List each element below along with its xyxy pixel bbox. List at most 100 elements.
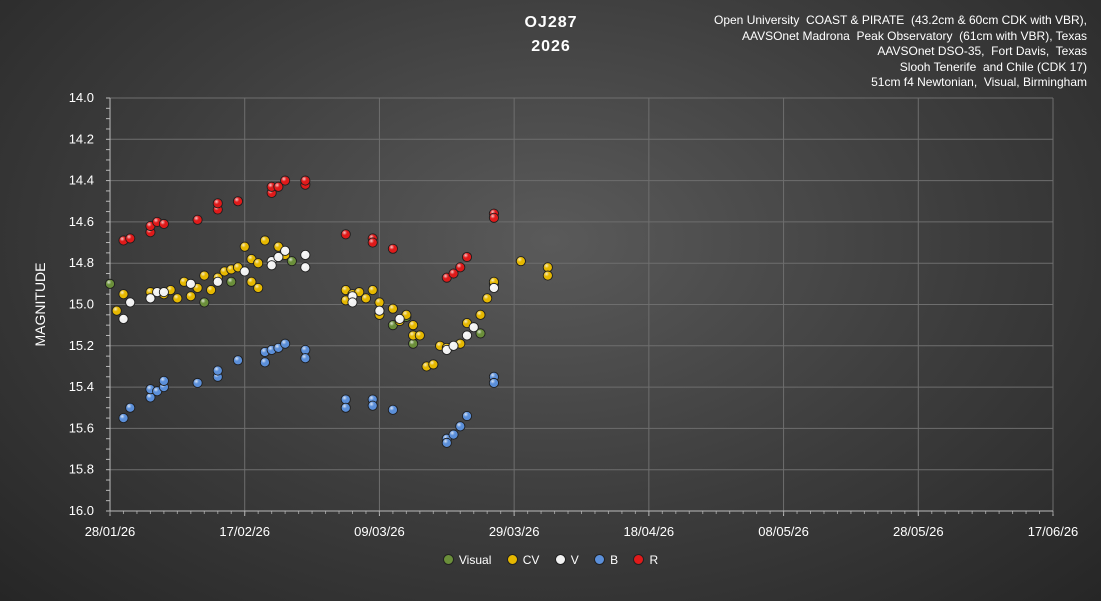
data-point-cv — [475, 309, 486, 320]
data-point-v — [158, 287, 169, 298]
data-point-cv — [360, 293, 372, 304]
y-tick-label: 15.2 — [69, 338, 94, 353]
data-point-cv — [387, 303, 398, 314]
data-point-cv — [542, 270, 553, 281]
data-point-r — [125, 233, 136, 244]
data-point-b — [340, 402, 351, 413]
y-tick-label: 15.4 — [69, 379, 94, 394]
data-point-v — [239, 266, 250, 277]
data-point-r — [273, 181, 284, 192]
data-point-b — [145, 392, 156, 403]
data-point-visual — [226, 276, 237, 287]
y-tick-label: 14.0 — [69, 90, 94, 105]
data-point-v — [273, 251, 284, 263]
data-point-v — [374, 305, 385, 316]
data-point-visual — [286, 256, 297, 267]
data-point-b — [455, 421, 466, 432]
data-point-b — [280, 338, 291, 349]
data-point-cv — [259, 235, 270, 246]
data-point-v — [212, 276, 223, 287]
data-point-r — [367, 237, 378, 248]
data-point-visual — [104, 278, 116, 289]
data-point-r — [158, 218, 169, 230]
data-point-cv — [253, 282, 264, 294]
x-tick-label: 18/04/26 — [624, 524, 675, 539]
data-point-r — [300, 175, 311, 186]
x-tick-label: 29/03/26 — [489, 524, 540, 539]
y-tick-label: 14.8 — [69, 255, 94, 270]
x-tick-label: 17/02/26 — [219, 524, 270, 539]
data-point-b — [212, 365, 223, 376]
observatory-credits: Open University COAST & PIRATE (43.2cm &… — [714, 13, 1087, 91]
credit-line: 51cm f4 Newtonian, Visual, Birmingham — [871, 75, 1087, 90]
data-point-r — [152, 216, 163, 227]
data-point-r — [192, 214, 203, 225]
legend-label: CV — [522, 553, 540, 567]
data-point-cv — [205, 284, 217, 296]
data-point-v — [280, 245, 291, 256]
data-point-cv — [111, 305, 122, 316]
data-point-v — [266, 260, 277, 271]
data-point-b — [118, 413, 129, 424]
credit-line: Open University COAST & PIRATE (43.2cm &… — [714, 13, 1087, 27]
x-tick-label: 08/05/26 — [758, 524, 809, 539]
data-point-v — [488, 282, 499, 294]
data-point-cv — [367, 284, 378, 296]
data-point-b — [158, 375, 169, 386]
data-point-v — [125, 297, 136, 308]
data-point-visual — [475, 328, 486, 339]
data-point-cv — [482, 293, 493, 304]
data-point-b — [300, 344, 311, 355]
legend-item-v: V — [554, 553, 579, 567]
legend-label: B — [610, 553, 619, 567]
data-point-r — [340, 229, 351, 240]
data-point-cv — [246, 276, 257, 287]
data-point-cv — [515, 256, 526, 267]
data-point-v — [145, 293, 156, 304]
x-tick-label: 28/01/26 — [85, 524, 136, 539]
data-point-v — [461, 330, 473, 341]
y-tick-label: 15.6 — [69, 420, 94, 435]
y-tick-label: 15.8 — [69, 462, 94, 477]
data-point-b — [232, 355, 244, 366]
data-point-r — [280, 175, 291, 186]
data-point-b — [367, 400, 378, 411]
legend-label: Visual — [458, 553, 492, 567]
data-point-r — [461, 251, 473, 263]
data-point-cv — [253, 258, 264, 269]
y-tick-label: 15.0 — [69, 297, 94, 312]
legend-marker — [633, 554, 645, 565]
chart-title: OJ287 — [524, 14, 578, 31]
data-point-cv — [199, 270, 210, 281]
data-point-b — [300, 353, 311, 364]
y-tick-label: 14.4 — [69, 173, 94, 188]
data-point-v — [300, 262, 311, 273]
legend-marker — [442, 554, 454, 565]
data-point-cv — [185, 291, 196, 302]
data-point-v — [448, 340, 459, 351]
credit-line: AAVSOnet Madrona Peak Observatory (61cm … — [741, 28, 1087, 43]
data-point-r — [455, 262, 466, 273]
legend-label: V — [570, 553, 579, 567]
data-point-v — [347, 297, 358, 308]
legend-marker — [506, 554, 518, 565]
data-point-b — [152, 386, 163, 397]
data-point-b — [461, 410, 473, 422]
data-point-cv — [414, 330, 425, 341]
data-point-v — [185, 278, 196, 289]
y-tick-label: 16.0 — [69, 503, 94, 518]
data-point-b — [387, 404, 398, 415]
legend-marker — [594, 554, 606, 565]
data-point-cv — [428, 359, 439, 370]
data-point-visual — [408, 338, 419, 349]
data-point-visual — [199, 297, 210, 308]
data-point-b — [441, 437, 452, 448]
data-point-cv — [239, 241, 250, 252]
legend-label: R — [649, 553, 659, 567]
legend-item-visual: Visual — [442, 553, 492, 567]
data-point-v — [468, 322, 479, 333]
legend-item-cv: CV — [506, 553, 540, 567]
data-point-b — [192, 377, 203, 389]
data-point-cv — [408, 320, 419, 331]
data-point-v — [394, 313, 405, 325]
